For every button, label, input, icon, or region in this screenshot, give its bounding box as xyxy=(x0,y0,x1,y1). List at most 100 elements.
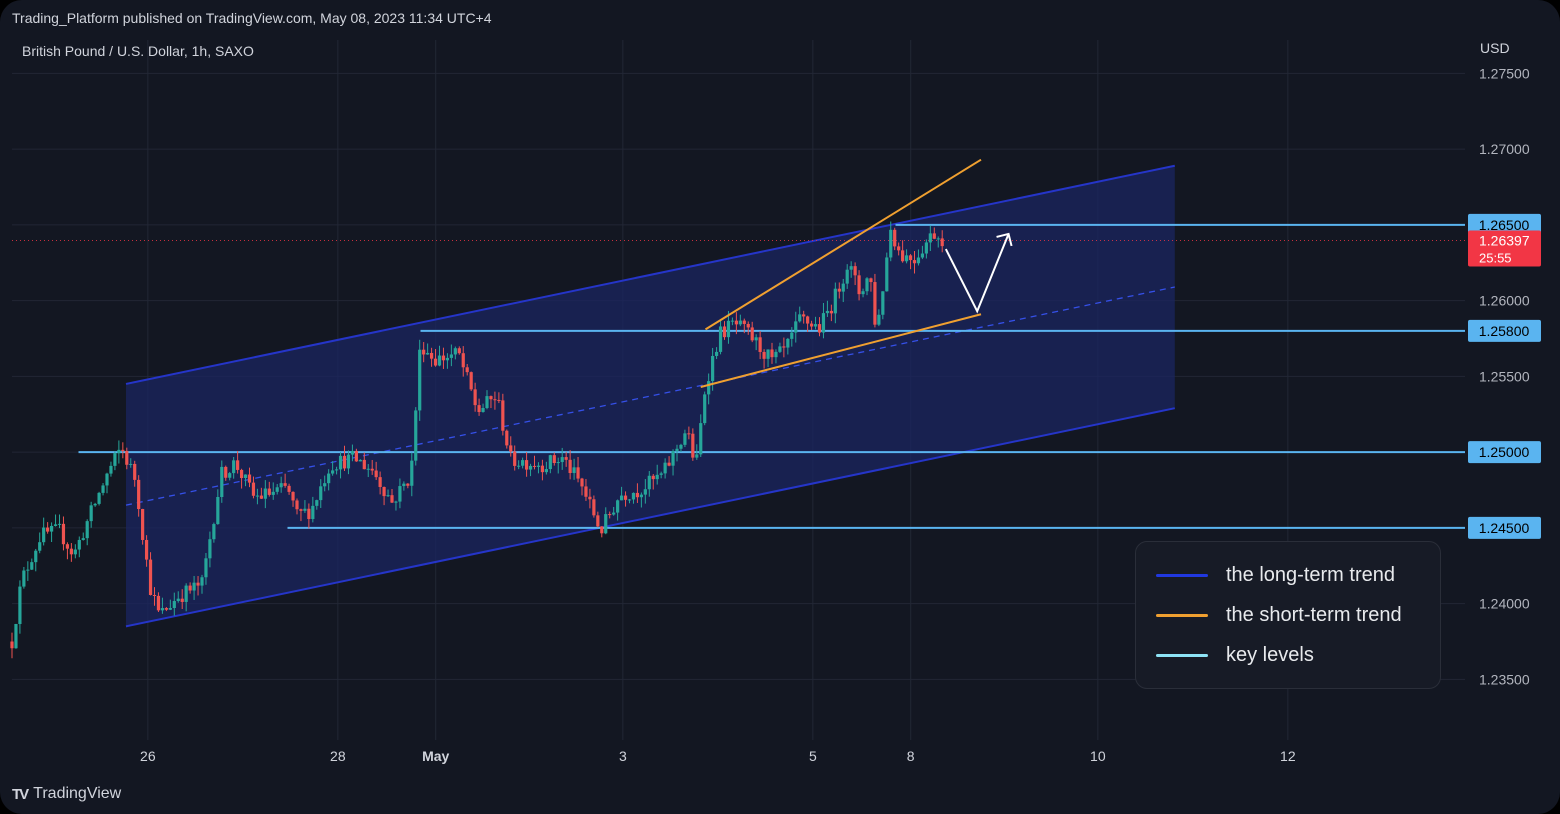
candle xyxy=(366,468,370,470)
candle xyxy=(271,491,275,495)
key-level-badge xyxy=(1468,213,1541,236)
candle xyxy=(821,313,826,333)
candle xyxy=(243,474,248,479)
candle xyxy=(10,641,14,649)
candle xyxy=(766,349,770,359)
candle xyxy=(299,509,303,511)
candle xyxy=(647,475,651,490)
candle xyxy=(481,407,485,413)
candle xyxy=(303,508,307,511)
legend-label-key-levels: key levels xyxy=(1226,644,1314,666)
key-level-badge xyxy=(1468,516,1541,539)
candle xyxy=(239,469,244,479)
candle xyxy=(493,399,497,401)
short-term-trend-lines[interactable] xyxy=(700,158,982,388)
candle xyxy=(283,483,287,486)
candle xyxy=(829,310,833,314)
candle xyxy=(560,457,564,463)
candle xyxy=(323,483,327,487)
candle xyxy=(505,430,509,446)
brand-label: TradingView xyxy=(33,785,122,802)
channel-mid-line xyxy=(125,286,1175,506)
candle xyxy=(544,469,548,473)
candle xyxy=(382,486,386,497)
legend-item-long-term: the long-term trend xyxy=(1156,564,1395,587)
short-term-line xyxy=(700,313,982,388)
candle xyxy=(608,514,612,516)
candle xyxy=(30,562,34,570)
long-term-channel[interactable] xyxy=(125,164,1176,628)
candle xyxy=(307,508,311,519)
candle xyxy=(137,479,141,510)
candle xyxy=(782,346,786,348)
candle xyxy=(675,448,679,452)
candle xyxy=(687,433,691,435)
candle xyxy=(469,372,473,390)
candle xyxy=(437,355,442,366)
candle xyxy=(580,478,584,487)
x-tick-label: May xyxy=(422,748,449,764)
candle xyxy=(540,465,545,473)
candle xyxy=(42,527,46,543)
candle xyxy=(691,433,695,458)
projection-arrow[interactable] xyxy=(944,232,1013,314)
candle xyxy=(232,460,236,474)
candle xyxy=(275,487,279,492)
candle xyxy=(85,521,89,539)
candle xyxy=(600,526,604,534)
candle xyxy=(152,595,157,597)
candle xyxy=(441,355,446,361)
candle xyxy=(576,467,580,479)
candle xyxy=(188,585,192,591)
candle xyxy=(445,357,450,361)
candle xyxy=(46,527,50,532)
candle xyxy=(89,505,93,522)
candle xyxy=(627,499,632,501)
candle xyxy=(263,488,267,499)
candle xyxy=(667,462,671,466)
candle xyxy=(889,229,893,258)
key-level-badge xyxy=(1468,441,1541,464)
candle xyxy=(69,548,73,555)
candle xyxy=(528,465,533,470)
candle xyxy=(406,483,410,486)
candle xyxy=(449,354,453,358)
candle xyxy=(53,524,58,526)
candle xyxy=(501,400,505,431)
candle xyxy=(513,451,517,466)
candle xyxy=(121,449,125,451)
candle xyxy=(156,595,161,611)
candle xyxy=(885,257,889,292)
candle xyxy=(255,495,260,497)
bar-countdown-label: 25:55 xyxy=(1479,250,1512,265)
candle xyxy=(208,539,212,559)
candle xyxy=(394,501,398,503)
candle xyxy=(22,570,26,587)
tradingview-brand[interactable]: TV TradingView xyxy=(12,785,121,803)
candle xyxy=(319,486,323,501)
symbol-title[interactable]: British Pound / U.S. Dollar, 1h, SAXO xyxy=(22,43,254,59)
candle xyxy=(707,381,711,395)
candle xyxy=(663,462,667,474)
candles xyxy=(10,221,944,659)
candle xyxy=(813,324,818,327)
key-level-badge-label: 1.26500 xyxy=(1479,217,1530,233)
key-levels[interactable] xyxy=(12,223,1465,529)
candle xyxy=(873,282,877,325)
candle xyxy=(738,320,742,325)
candle xyxy=(517,465,521,467)
legend-label-long-term: the long-term trend xyxy=(1226,564,1395,586)
candle xyxy=(802,314,806,317)
candle xyxy=(920,253,925,258)
candle xyxy=(354,450,358,462)
candle xyxy=(362,459,366,470)
candle xyxy=(200,577,204,586)
candle xyxy=(49,525,54,532)
legend: the long-term trend the short-term trend… xyxy=(1135,541,1441,689)
candle xyxy=(216,497,220,525)
legend-swatch-short-term xyxy=(1156,614,1208,617)
candle xyxy=(568,459,572,474)
candle xyxy=(651,475,655,480)
candle xyxy=(489,396,493,400)
